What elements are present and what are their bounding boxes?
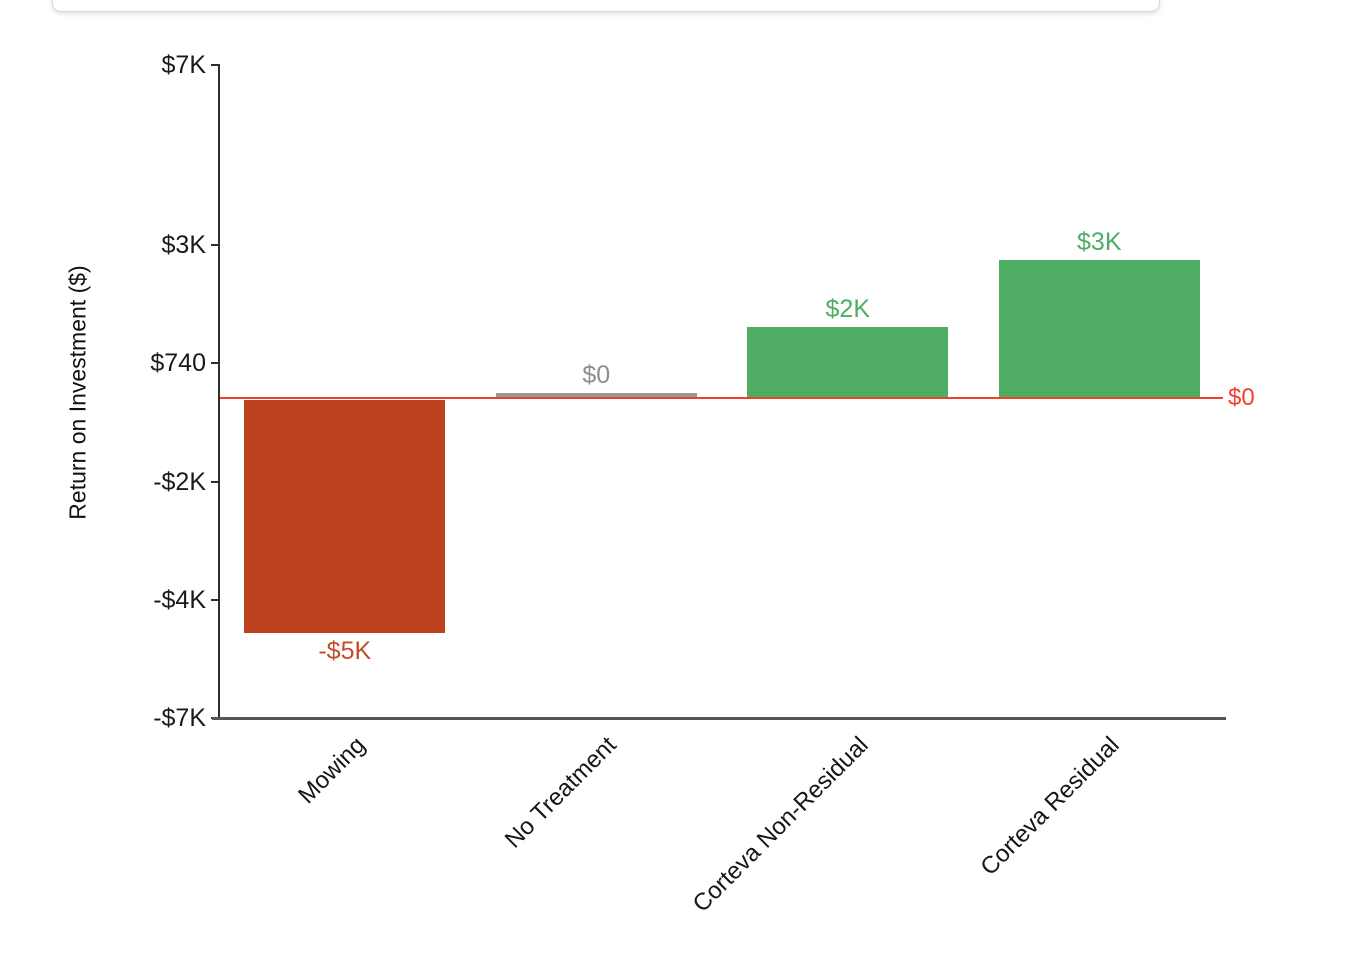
y-tick-mark: [211, 64, 219, 66]
x-axis-label-corteva-non-residual: Corteva Non-Residual: [687, 731, 874, 918]
bar-no-treatment[interactable]: [495, 393, 697, 399]
x-axis-label-mowing: Mowing: [292, 731, 371, 810]
y-tick-label: -$2K: [153, 468, 206, 496]
bar-value-label-no-treatment: $0: [582, 361, 611, 389]
y-tick-label: $7K: [161, 51, 206, 79]
zero-line-label: $0: [1228, 383, 1255, 411]
x-axis-label-no-treatment: No Treatment: [500, 731, 622, 854]
x-axis-label-corteva-residual: Corteva Residual: [975, 731, 1125, 881]
bar-corteva-non-residual[interactable]: [747, 326, 949, 398]
bar-corteva-residual[interactable]: [998, 259, 1200, 398]
bar-value-label-corteva-residual: $3K: [1077, 227, 1122, 256]
y-tick-mark: [211, 361, 219, 364]
y-tick-mark: [211, 599, 219, 601]
y-tick-mark: [211, 244, 219, 247]
y-axis-line: [218, 64, 220, 719]
bar-value-label-corteva-non-residual: $2K: [825, 294, 870, 323]
bar-mowing[interactable]: [244, 399, 446, 634]
y-tick-label: -$4K: [153, 586, 206, 614]
y-tick-label: -$7K: [153, 704, 206, 732]
y-tick-label: $3K: [161, 231, 206, 260]
y-tick-label: $740: [150, 348, 206, 377]
zero-reference-line: [219, 396, 1223, 399]
bar-value-label-mowing: -$5K: [318, 637, 372, 666]
x-axis-line: [212, 717, 1226, 720]
y-tick-mark: [211, 481, 219, 483]
